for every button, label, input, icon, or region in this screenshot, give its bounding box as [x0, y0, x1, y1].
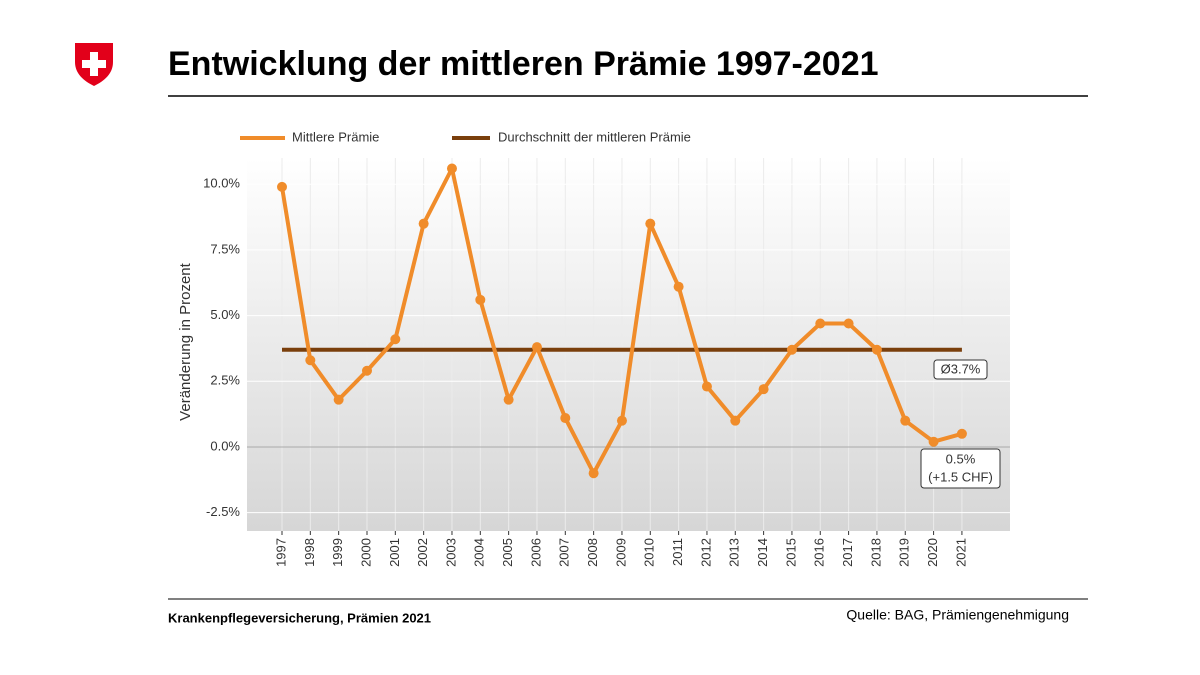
x-tick-label: 2016 [812, 538, 827, 567]
data-point [446, 163, 457, 174]
y-tick-label: 0.0% [210, 438, 240, 453]
x-tick-label: 1998 [302, 538, 317, 567]
data-point [673, 281, 684, 292]
x-tick-label: 2004 [472, 538, 487, 567]
data-point [361, 365, 372, 376]
x-tick-label: 1999 [330, 538, 345, 567]
data-point [843, 318, 854, 329]
x-tick-label: 2014 [755, 538, 770, 567]
x-tick-label: 2021 [953, 538, 968, 567]
data-point [305, 355, 316, 366]
data-point [900, 415, 911, 426]
data-point [588, 468, 599, 479]
x-tick-label: 2019 [897, 538, 912, 567]
y-tick-label: 5.0% [210, 307, 240, 322]
x-tick-label: 2011 [670, 538, 685, 566]
annotation: Ø3.7% [941, 361, 981, 376]
x-tick-label: 2012 [698, 538, 713, 567]
x-tick-label: 2017 [840, 538, 855, 567]
annotation-box [920, 448, 1001, 489]
x-tick-label: 2007 [557, 538, 572, 567]
x-tick-label: 2020 [925, 538, 940, 567]
data-point [815, 318, 826, 329]
x-tick-label: 1997 [273, 538, 288, 567]
data-point [333, 394, 344, 405]
title: Entwicklung der mittleren Prämie 1997-20… [168, 45, 879, 83]
data-point [786, 344, 797, 355]
y-tick-label: 10.0% [203, 176, 240, 191]
logo [75, 43, 113, 86]
data-point [645, 218, 656, 229]
y-axis-label: Veränderung in Prozent [177, 262, 194, 420]
annotation: (+1.5 CHF) [928, 469, 993, 484]
data-point [475, 294, 486, 305]
x-tick-label: 2008 [585, 538, 600, 567]
data-point [701, 381, 712, 392]
data-point [928, 436, 939, 447]
plot-area [247, 158, 1010, 531]
x-tick-label: 2003 [443, 538, 458, 567]
data-point [277, 181, 287, 192]
data-point [730, 415, 741, 426]
data-point [418, 218, 429, 229]
x-tick-label: 2005 [500, 538, 515, 567]
x-tick-label: 2001 [387, 538, 402, 567]
y-tick-label: 7.5% [210, 241, 240, 256]
legend-label: Mittlere Prämie [292, 129, 379, 144]
data-point [616, 415, 627, 426]
y-tick-label: -2.5% [206, 504, 240, 519]
x-tick-label: 2000 [358, 538, 373, 567]
x-tick-label: 2009 [613, 538, 628, 567]
data-point [758, 384, 769, 395]
legend-label: Durchschnitt der mittleren Prämie [498, 129, 691, 144]
data-point [871, 344, 882, 355]
data-point [531, 342, 542, 353]
data-point [560, 413, 571, 424]
footer-left: Krankenpflegeversicherung, Prämien 2021 [168, 610, 431, 625]
x-tick-label: 2010 [642, 538, 657, 567]
annotation: 0.5% [946, 451, 976, 466]
x-tick-label: 2006 [528, 538, 543, 567]
source: Quelle: BAG, Prämiengenehmigung [846, 607, 1069, 623]
data-point [390, 334, 401, 345]
data-point [956, 428, 967, 439]
x-tick-label: 2015 [783, 538, 798, 567]
x-tick-label: 2002 [415, 538, 430, 567]
annotation-box [933, 359, 988, 380]
y-tick-label: 2.5% [210, 373, 240, 388]
data-point [503, 394, 514, 405]
x-tick-label: 2013 [727, 538, 742, 567]
x-tick-label: 2018 [868, 538, 883, 567]
